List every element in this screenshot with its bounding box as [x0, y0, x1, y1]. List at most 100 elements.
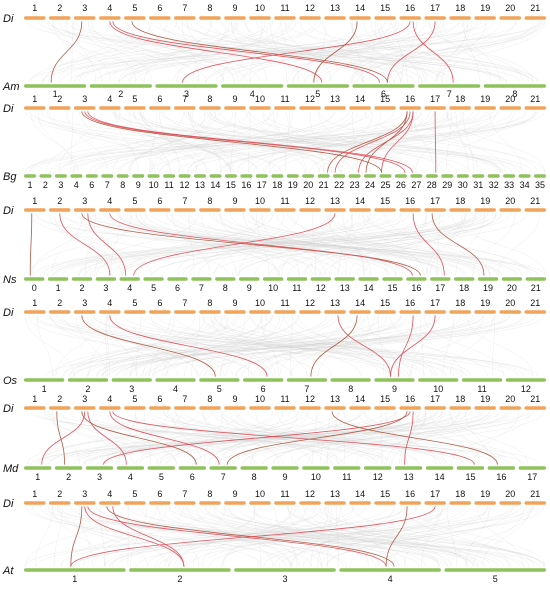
target-chromosome: [24, 568, 126, 571]
background-link: [450, 506, 532, 566]
target-chromosome-label: 27: [411, 180, 421, 190]
di-chromosome: [474, 406, 496, 409]
background-link: [430, 411, 498, 464]
background-link: [54, 506, 62, 566]
di-chromosome-label: 8: [207, 489, 212, 499]
di-chromosome-label: 19: [480, 489, 490, 499]
target-chromosome: [210, 174, 222, 177]
di-chromosome-label: 15: [380, 3, 390, 13]
background-link: [74, 21, 96, 82]
di-chromosome: [274, 501, 296, 504]
background-link: [245, 21, 394, 82]
target-chromosome: [256, 174, 268, 177]
background-link: [136, 411, 434, 464]
di-chromosome-label: 13: [330, 489, 340, 499]
di-chromosome-label: 1: [32, 394, 37, 404]
di-chromosome: [274, 406, 296, 409]
di-chromosome: [174, 310, 196, 313]
target-chromosome-label: 26: [396, 180, 406, 190]
di-chromosome: [24, 208, 46, 211]
di-chromosome-label: 11: [280, 3, 289, 13]
syntenic-link: [113, 506, 184, 566]
di-chromosome: [374, 310, 396, 313]
di-chromosome-label: 13: [330, 196, 340, 206]
target-chromosome: [418, 378, 458, 381]
di-chromosome: [49, 310, 71, 313]
di-chromosome: [174, 501, 196, 504]
target-chromosome-label: 6: [175, 283, 180, 293]
di-chromosome-label: 9: [232, 489, 237, 499]
di-chromosome: [324, 16, 346, 19]
di-chromosome: [324, 501, 346, 504]
target-chromosome: [457, 466, 484, 469]
target-chromosome: [240, 466, 267, 469]
di-chromosome-label: 5: [132, 394, 137, 404]
di-chromosome-label: 15: [380, 489, 390, 499]
syntenic-link: [30, 213, 32, 275]
background-link: [378, 315, 384, 376]
di-chromosome-label: 21: [530, 298, 540, 308]
di-chromosome: [424, 406, 446, 409]
background-link: [31, 21, 236, 82]
target-chromosome-label: 16: [496, 472, 506, 482]
di-chromosome: [49, 501, 71, 504]
di-chromosome-label: 3: [82, 94, 87, 104]
background-link: [30, 111, 249, 172]
di-chromosome-label: 6: [157, 3, 162, 13]
di-chromosome: [24, 406, 46, 409]
di-chromosome: [399, 406, 421, 409]
target-chromosome-label: 10: [433, 384, 443, 394]
target-chromosome-label: 20: [303, 180, 313, 190]
background-link: [206, 21, 516, 82]
di-chromosome: [374, 501, 396, 504]
target-chromosome-label: 1: [42, 384, 47, 394]
background-link: [37, 315, 52, 376]
di-chromosome-label: 2: [57, 196, 62, 206]
target-chromosome-label: 5: [493, 574, 498, 584]
di-chromosome-label: 14: [355, 94, 365, 104]
target-chromosome: [331, 378, 371, 381]
di-chromosome-label: 4: [107, 489, 112, 499]
target-chromosome: [96, 277, 116, 280]
di-chromosome-label: 1: [32, 3, 37, 13]
target-chromosome: [120, 277, 140, 280]
target-chromosome: [210, 466, 237, 469]
target-chromosome: [129, 568, 231, 571]
di-chromosome: [374, 406, 396, 409]
background-link: [352, 21, 544, 82]
background-link: [115, 111, 511, 172]
target-chromosome: [117, 174, 129, 177]
background-link: [288, 21, 408, 82]
target-chromosome: [519, 174, 531, 177]
target-chromosome: [395, 466, 422, 469]
syntenic-link: [110, 315, 267, 376]
target-chromosome: [430, 277, 450, 280]
target-chromosome: [68, 378, 108, 381]
background-link: [405, 506, 509, 566]
di-chromosome: [374, 16, 396, 19]
di-chromosome: [500, 406, 522, 409]
target-chromosome-label: 2: [79, 283, 84, 293]
target-chromosome: [163, 174, 175, 177]
target-chromosome: [462, 378, 502, 381]
target-chromosome-label: 18: [459, 283, 469, 293]
di-chromosome: [174, 106, 196, 109]
target-chromosome: [179, 466, 206, 469]
bottom-species-label: Os: [3, 375, 18, 387]
di-chromosome: [149, 501, 171, 504]
di-chromosome: [424, 208, 446, 211]
background-link: [41, 411, 177, 464]
background-link: [38, 21, 506, 82]
syntenic-link: [82, 315, 216, 376]
background-link: [59, 506, 169, 566]
background-link: [123, 21, 292, 82]
syntenic-link: [85, 506, 184, 566]
di-chromosome: [525, 406, 547, 409]
target-chromosome: [472, 174, 484, 177]
target-chromosome: [287, 174, 299, 177]
di-chromosome: [199, 16, 221, 19]
target-chromosome-label: 2: [118, 89, 123, 99]
target-chromosome: [302, 174, 314, 177]
di-chromosome-label: 3: [82, 394, 87, 404]
